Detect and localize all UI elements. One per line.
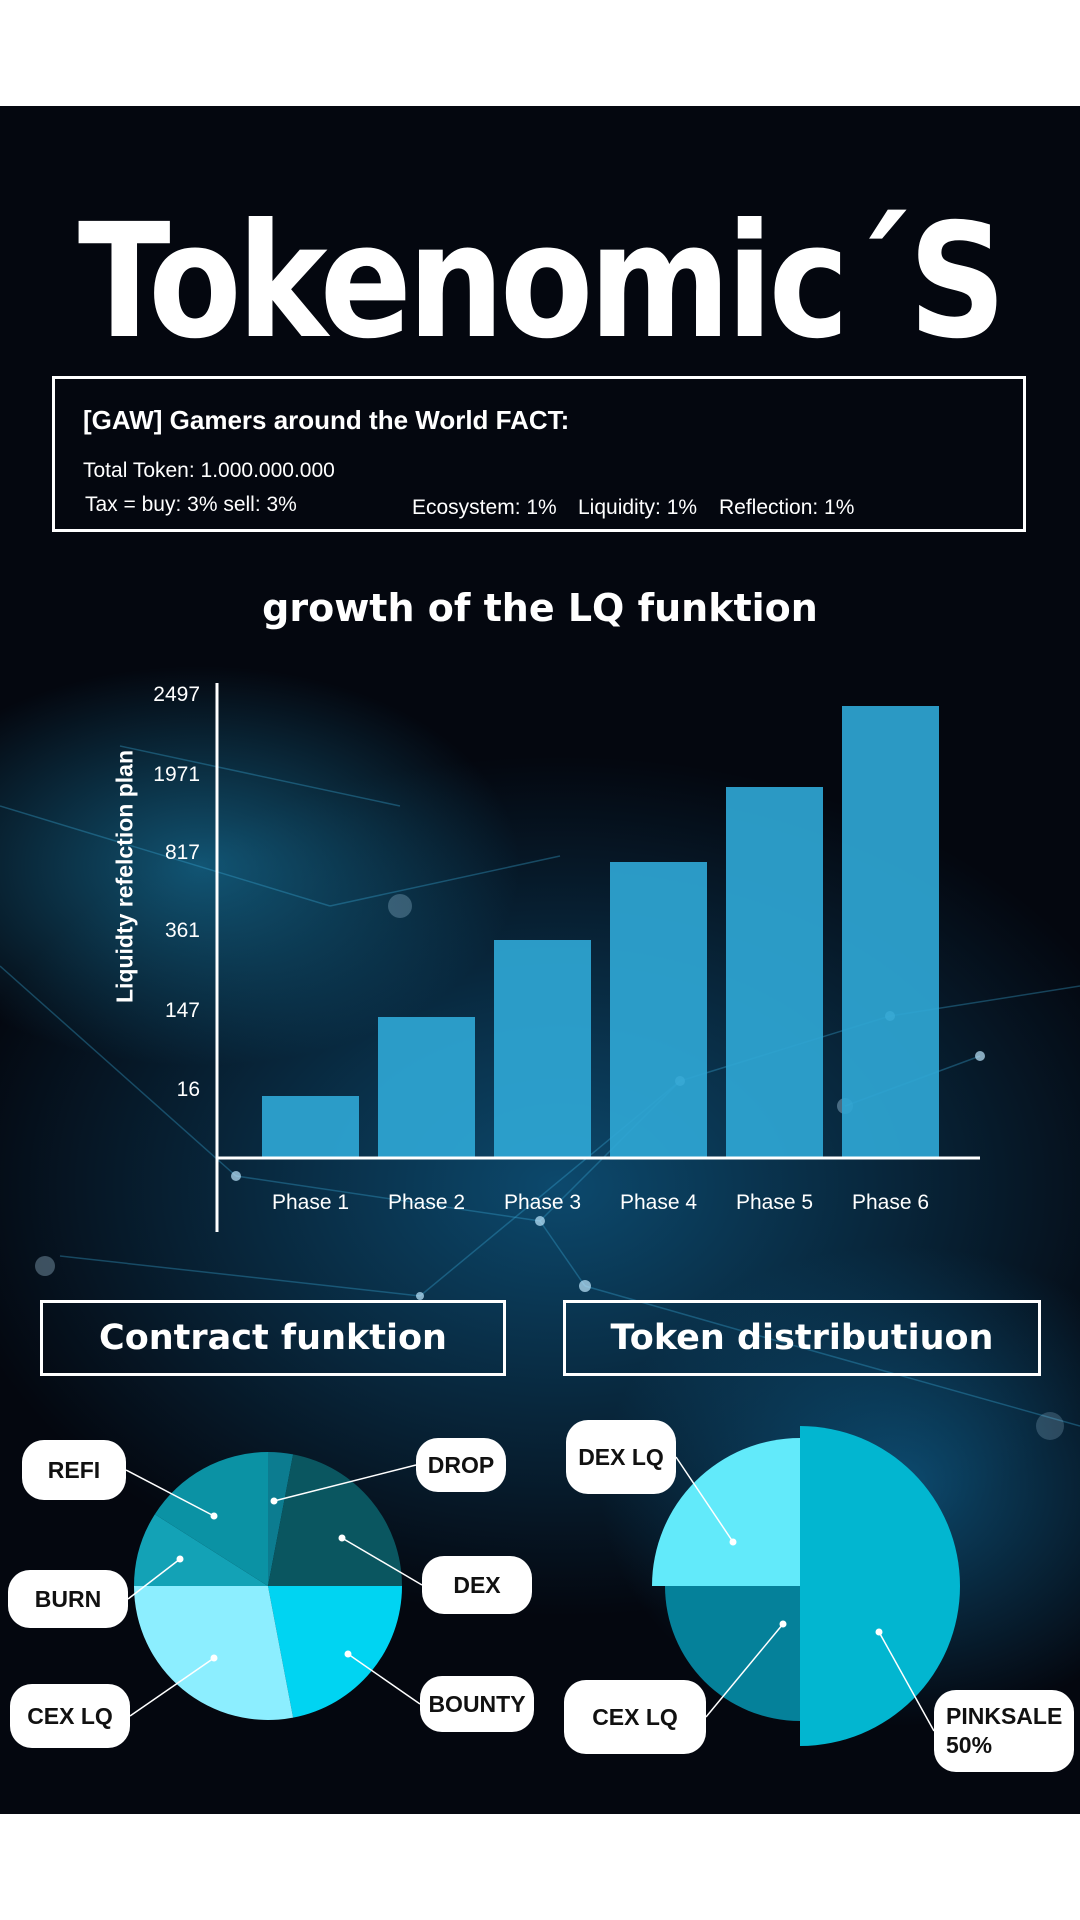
x-category-label: Phase 4 — [619, 1191, 698, 1214]
callout-dot — [344, 1650, 352, 1658]
fact-heading: [GAW] Gamers around the World FACT: — [83, 405, 570, 435]
callout-connector — [127, 1558, 181, 1600]
callout-bounty: BOUNTY — [420, 1676, 534, 1732]
callout-refi: REFI — [22, 1440, 126, 1500]
liquidity-text: Liquidity: 1% — [578, 496, 698, 519]
bar-6 — [842, 706, 939, 1158]
fact-box: [GAW] Gamers around the World FACT: Tota… — [52, 376, 1026, 532]
tax-text: Tax = buy: 3% sell: 3% — [85, 493, 297, 516]
callout-connector — [878, 1631, 935, 1732]
y-tick-label: 361 — [164, 919, 200, 942]
bar-chart-title: growth of the LQ funktion — [262, 586, 818, 630]
ecosystem-text: Ecosystem: 1% — [412, 496, 557, 519]
callout-dot — [338, 1534, 346, 1542]
x-category-label: Phase 2 — [387, 1191, 466, 1214]
callout-dot — [176, 1555, 184, 1563]
pie2-slice-cex-lq — [665, 1586, 800, 1721]
callout-connector — [347, 1653, 421, 1705]
callout-dot — [270, 1497, 278, 1505]
callout-dot — [210, 1512, 218, 1520]
reflection-text: Reflection: 1% — [719, 496, 855, 519]
bar-1 — [262, 1096, 359, 1158]
callout-connector — [273, 1464, 417, 1502]
pie1-slice-refi — [154, 1452, 268, 1586]
callout-dot — [779, 1620, 787, 1628]
pie1-slice-bounty — [268, 1586, 402, 1718]
callout-dex: DEX — [422, 1556, 532, 1614]
pie2-slice-pinksale — [800, 1426, 960, 1746]
bar-2 — [378, 1017, 475, 1158]
pie1-slice-cex-lq — [134, 1586, 294, 1720]
bar-4 — [610, 862, 707, 1158]
total-token-text: Total Token: 1.000.000.000 — [83, 459, 335, 482]
callout-dot — [875, 1628, 883, 1636]
callout-burn: BURN — [8, 1570, 128, 1628]
y-tick-label: 16 — [176, 1078, 200, 1101]
x-category-label: Phase 6 — [851, 1191, 930, 1214]
callout-connector — [129, 1657, 215, 1717]
pie1-slice-drop — [268, 1452, 294, 1586]
callout-cex-lq: CEX LQ — [10, 1684, 130, 1748]
callout-dot — [210, 1654, 218, 1662]
callout-cex-lq: CEX LQ — [564, 1680, 706, 1754]
pie2-slice-dex-lq — [652, 1438, 800, 1586]
main-title: Tokenomic´S — [77, 190, 1006, 374]
token-distribution-heading: Token distributiuon — [563, 1300, 1041, 1376]
callout-dot — [729, 1538, 737, 1546]
y-tick-label: 817 — [164, 841, 200, 864]
callout-connector — [675, 1456, 734, 1543]
bar-5 — [726, 787, 823, 1158]
poster: Tokenomic´S [GAW] Gamers around the Worl… — [0, 106, 1080, 1814]
callout-connector — [705, 1623, 784, 1718]
y-tick-label: 147 — [164, 999, 200, 1022]
x-category-label: Phase 3 — [503, 1191, 582, 1214]
callout-drop: DROP — [416, 1438, 506, 1492]
y-tick-label: 2497 — [153, 683, 200, 706]
callout-connector — [125, 1469, 215, 1517]
callout-connector — [341, 1537, 423, 1586]
bar-chart-svg — [215, 683, 980, 1232]
pie-charts-svg — [125, 1426, 960, 1746]
bar-3 — [494, 940, 591, 1158]
x-category-label: Phase 5 — [735, 1191, 814, 1214]
callout-pinksale: PINKSALE 50% — [934, 1690, 1074, 1772]
callout-dex-lq: DEX LQ — [566, 1420, 676, 1494]
y-tick-label: 1971 — [153, 763, 200, 786]
contract-funktion-heading: Contract funktion — [40, 1300, 506, 1376]
x-category-label: Phase 1 — [271, 1191, 350, 1214]
